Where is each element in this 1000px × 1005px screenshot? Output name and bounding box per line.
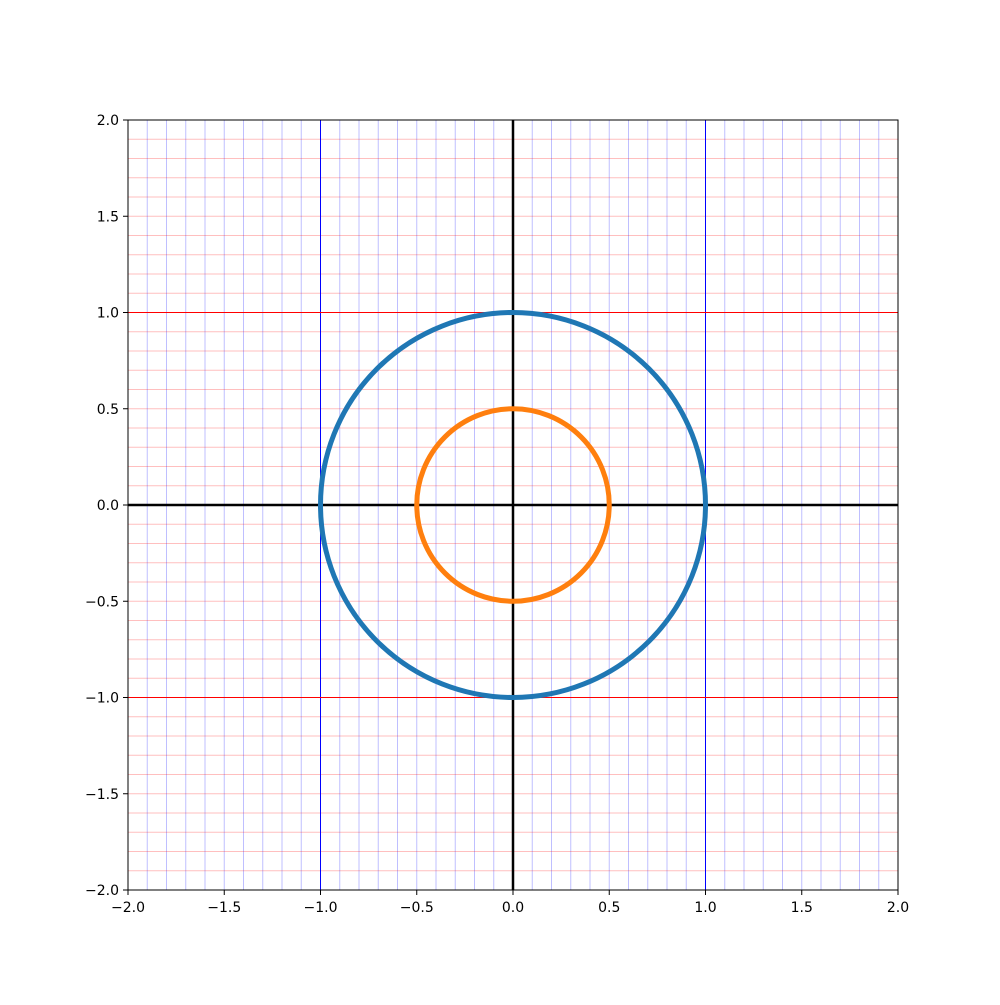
x-tick-label: −0.5 (400, 900, 434, 916)
y-tick-label: 2.0 (97, 113, 119, 129)
x-tick-label: 1.0 (694, 900, 716, 916)
y-tick-label: 1.5 (97, 209, 119, 225)
y-tick-label: 0.0 (97, 498, 119, 514)
y-tick-label: −1.0 (85, 691, 119, 707)
y-tick-label: 1.0 (97, 306, 119, 322)
y-axis-ticks: −2.0 −1.5 −1.0 −0.5 0.0 0.5 1.0 1.5 2.0 (85, 113, 128, 899)
x-tick-label: −1.5 (207, 900, 241, 916)
y-tick-label: 0.5 (97, 402, 119, 418)
x-axis-ticks: −2.0 −1.5 −1.0 −0.5 0.0 0.5 1.0 1.5 2.0 (111, 890, 909, 916)
series-circle-0 (318, 310, 708, 700)
y-tick-label: −2.0 (85, 883, 119, 899)
series-circle-1 (414, 406, 612, 604)
zero-axes (128, 120, 898, 890)
x-tick-label: −2.0 (111, 900, 145, 916)
x-tick-label: 2.0 (887, 900, 909, 916)
series-layer (318, 310, 708, 700)
y-tick-label: −0.5 (85, 594, 119, 610)
x-tick-label: 1.5 (791, 900, 813, 916)
x-tick-label: 0.5 (598, 900, 620, 916)
x-tick-label: −1.0 (304, 900, 338, 916)
x-tick-label: 0.0 (502, 900, 524, 916)
y-tick-label: −1.5 (85, 787, 119, 803)
